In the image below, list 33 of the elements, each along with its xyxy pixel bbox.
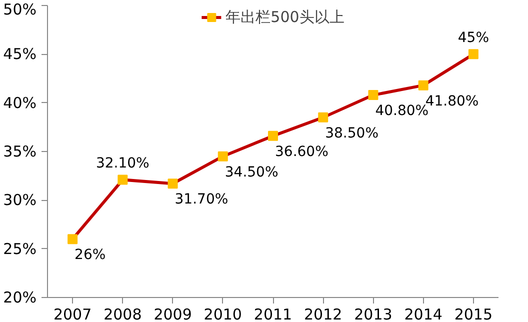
x-tick-label: 2013 (354, 306, 392, 322)
data-label: 45% (458, 30, 490, 46)
y-tick-label: 50% (3, 0, 37, 18)
point (168, 178, 178, 189)
y-tick-label: 20% (3, 288, 37, 306)
y-tick-label: 30% (3, 191, 37, 210)
data-label: 36.60% (275, 144, 328, 160)
x-tick-label: 2008 (104, 306, 142, 322)
x-tick-label: 2014 (404, 306, 442, 322)
point (418, 80, 428, 90)
x-tick-label: 2009 (154, 306, 192, 322)
x-tick-label: 2011 (254, 306, 292, 322)
x-tick-label: 2010 (204, 306, 242, 322)
point (118, 174, 128, 185)
point (318, 112, 328, 122)
y-tick-label: 45% (3, 45, 37, 64)
data-label: 31.70% (174, 192, 228, 208)
data-label: 34.50% (224, 164, 278, 180)
y-tick-label: 25% (3, 240, 37, 258)
point (468, 49, 478, 60)
point (218, 151, 228, 162)
point (68, 234, 78, 244)
point (368, 90, 378, 100)
x-tick-label: 2015 (454, 306, 493, 322)
legend-label: 年出栏500头以上 (226, 8, 344, 26)
y-tick-label: 35% (3, 142, 37, 160)
point (268, 130, 278, 141)
y-tick-label: 40% (3, 94, 37, 112)
data-label: 38.50% (325, 125, 378, 142)
x-tick-label: 2007 (53, 306, 92, 322)
data-label: 32.10% (96, 156, 150, 172)
x-tick-label: 2012 (304, 306, 342, 322)
data-label: 26% (74, 247, 106, 264)
